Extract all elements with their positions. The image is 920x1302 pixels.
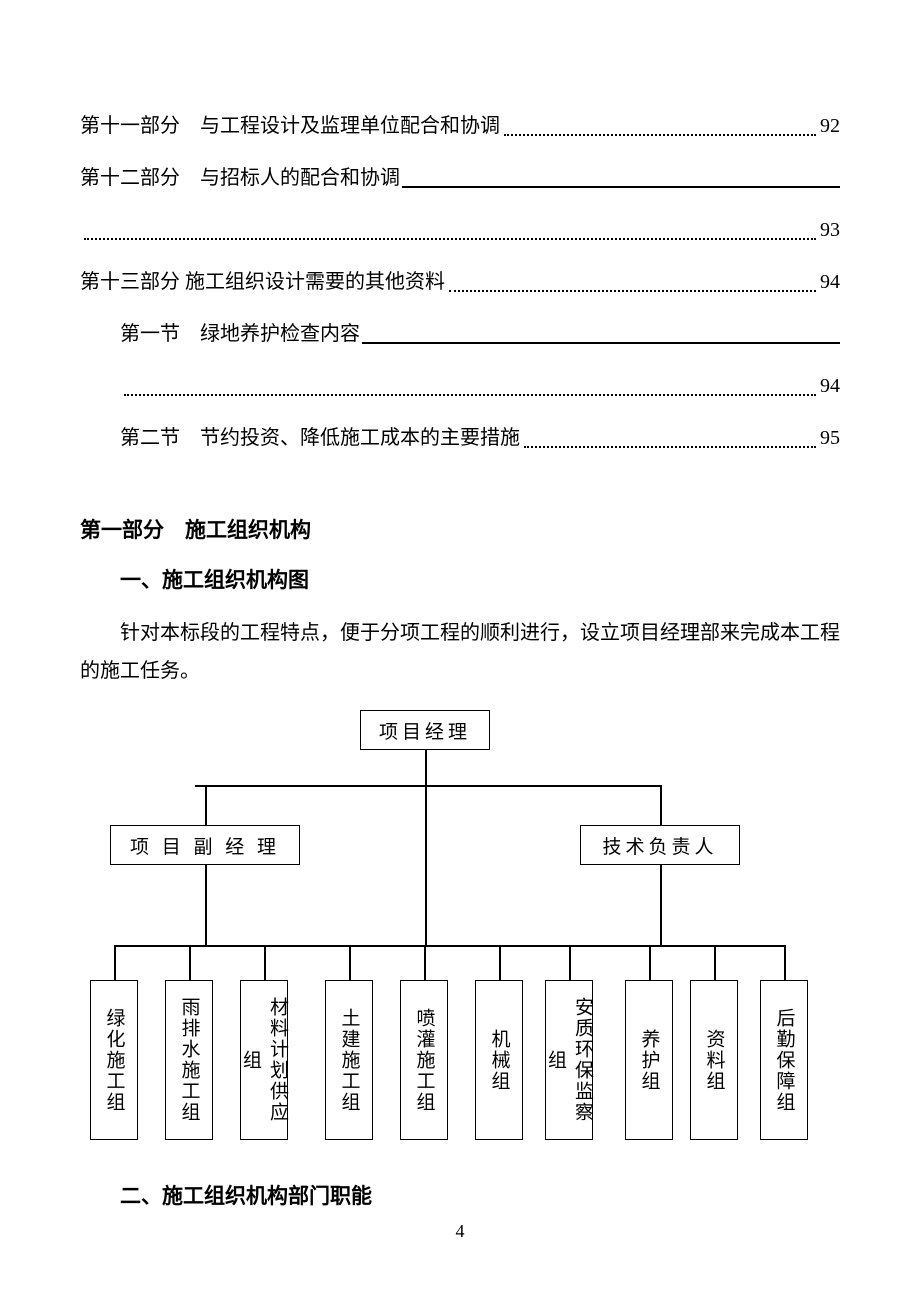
toc-entry: 93 — [80, 214, 840, 246]
connector — [424, 945, 426, 980]
connector — [425, 785, 427, 945]
toc-leader — [84, 238, 816, 240]
toc-leader — [524, 446, 816, 448]
toc-page-number: 95 — [820, 422, 840, 454]
connector — [205, 785, 207, 825]
connector — [569, 945, 571, 980]
connector — [649, 945, 651, 980]
toc-entry: 第十三部分 施工组织设计需要的其他资料 94 — [80, 266, 840, 298]
toc-page-number: 94 — [820, 266, 840, 298]
toc-page-number: 92 — [820, 110, 840, 142]
connector — [205, 865, 207, 945]
org-node-mid-0: 项 目 副 经 理 — [110, 825, 300, 865]
page-number: 4 — [0, 1221, 920, 1242]
org-node-bottom-1: 雨排水施工组 — [165, 980, 213, 1140]
connector — [660, 785, 662, 825]
toc-label: 第一节 绿地养护检查内容 — [120, 318, 360, 350]
org-node-bottom-2: 材料计划供应组 — [240, 980, 288, 1140]
org-node-mid-1: 技术负责人 — [580, 825, 740, 865]
connector — [499, 945, 501, 980]
org-node-bottom-6: 安质环保监察组 — [545, 980, 593, 1140]
toc-entry: 第一节 绿地养护检查内容 — [80, 318, 840, 350]
org-chart: 项目经理项 目 副 经 理 技术负责人绿化施工组雨排水施工组材料计划供应组土建施工… — [80, 710, 840, 1150]
org-node-top: 项目经理 — [360, 710, 490, 750]
connector — [264, 945, 266, 980]
toc-label: 第十二部分 与招标人的配合和协调 — [80, 162, 400, 194]
toc-entry: 第十一部分 与工程设计及监理单位配合和协调 92 — [80, 110, 840, 142]
connector — [114, 945, 784, 947]
section-heading-1: 第一部分 施工组织机构 — [80, 514, 840, 544]
toc-leader — [449, 290, 816, 292]
connector — [349, 945, 351, 980]
connector — [195, 785, 660, 787]
org-node-bottom-5: 机械组 — [475, 980, 523, 1140]
org-node-bottom-3: 土建施工组 — [325, 980, 373, 1140]
paragraph-1: 针对本标段的工程特点，便于分项工程的顺利进行，设立项目经理部来完成本工程的施工任… — [80, 614, 840, 690]
toc-leader — [402, 186, 840, 188]
toc-page-number: 94 — [820, 370, 840, 402]
connector — [784, 945, 786, 980]
toc-leader — [124, 394, 816, 396]
toc-label: 第二节 节约投资、降低施工成本的主要措施 — [120, 422, 520, 454]
org-node-bottom-9: 后勤保障组 — [760, 980, 808, 1140]
org-node-bottom-8: 资料组 — [690, 980, 738, 1140]
connector — [114, 945, 116, 980]
connector — [660, 865, 662, 945]
connector — [714, 945, 716, 980]
section-heading-3: 二、施工组织机构部门职能 — [120, 1180, 840, 1210]
org-node-bottom-4: 喷灌施工组 — [400, 980, 448, 1140]
toc-page-number: 93 — [820, 214, 840, 246]
section-heading-2: 一、施工组织机构图 — [120, 564, 840, 594]
org-node-bottom-7: 养护组 — [625, 980, 673, 1140]
toc-label: 第十三部分 施工组织设计需要的其他资料 — [80, 266, 445, 298]
toc-label: 第十一部分 与工程设计及监理单位配合和协调 — [80, 110, 500, 142]
toc: 第十一部分 与工程设计及监理单位配合和协调 92 第十二部分 与招标人的配合和协调 9… — [80, 110, 840, 454]
toc-leader — [362, 342, 840, 344]
toc-entry: 94 — [80, 370, 840, 402]
toc-entry: 第十二部分 与招标人的配合和协调 — [80, 162, 840, 194]
toc-leader — [504, 134, 816, 136]
connector — [425, 750, 427, 785]
toc-entry: 第二节 节约投资、降低施工成本的主要措施 95 — [80, 422, 840, 454]
connector — [189, 945, 191, 980]
org-node-bottom-0: 绿化施工组 — [90, 980, 138, 1140]
